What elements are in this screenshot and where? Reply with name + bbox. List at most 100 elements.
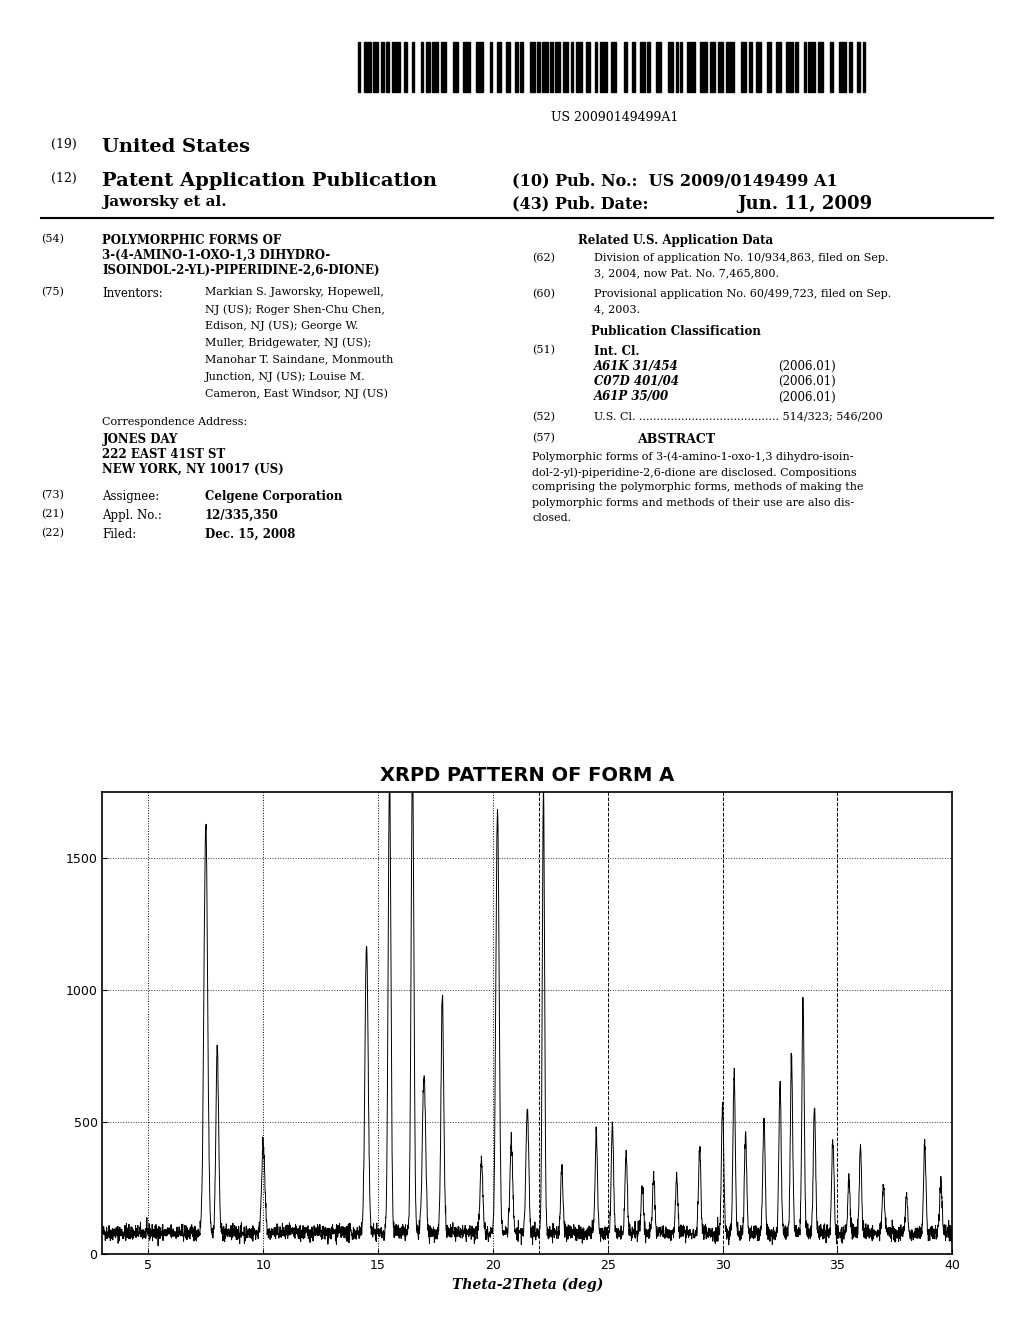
Text: 3-(4-AMINO-1-OXO-1,3 DIHYDRO-: 3-(4-AMINO-1-OXO-1,3 DIHYDRO-: [102, 248, 331, 261]
Bar: [403, 42, 407, 92]
Bar: [849, 42, 852, 92]
Bar: [530, 42, 536, 92]
Text: U.S. Cl. ........................................ 514/323; 546/200: U.S. Cl. ...............................…: [594, 412, 883, 422]
Text: (60): (60): [532, 289, 555, 300]
Text: (22): (22): [41, 528, 63, 539]
Bar: [857, 42, 860, 92]
Text: (10) Pub. No.:  US 2009/0149499 A1: (10) Pub. No.: US 2009/0149499 A1: [512, 172, 838, 189]
Bar: [839, 42, 846, 92]
Bar: [475, 42, 482, 92]
Text: ABSTRACT: ABSTRACT: [637, 433, 715, 446]
Bar: [543, 42, 548, 92]
Text: 4, 2003.: 4, 2003.: [594, 305, 640, 314]
Text: Inventors:: Inventors:: [102, 286, 163, 300]
Bar: [386, 42, 389, 92]
Text: comprising the polymorphic forms, methods of making the: comprising the polymorphic forms, method…: [532, 482, 864, 492]
Text: (52): (52): [532, 412, 555, 422]
Text: US 20090149499A1: US 20090149499A1: [551, 111, 678, 124]
Bar: [381, 42, 384, 92]
Bar: [412, 42, 414, 92]
Bar: [647, 42, 650, 92]
Bar: [364, 42, 371, 92]
Bar: [699, 42, 707, 92]
Text: (21): (21): [41, 510, 63, 520]
Text: United States: United States: [102, 137, 251, 156]
Text: Correspondence Address:: Correspondence Address:: [102, 417, 248, 428]
Bar: [571, 42, 573, 92]
Bar: [757, 42, 762, 92]
Bar: [808, 42, 815, 92]
Text: closed.: closed.: [532, 513, 571, 523]
Text: Jun. 11, 2009: Jun. 11, 2009: [737, 195, 872, 214]
Text: Filed:: Filed:: [102, 528, 136, 541]
Bar: [432, 42, 437, 92]
Bar: [507, 42, 510, 92]
Bar: [786, 42, 794, 92]
Bar: [740, 42, 746, 92]
Bar: [611, 42, 616, 92]
Bar: [577, 42, 582, 92]
Text: Provisional application No. 60/499,723, filed on Sep.: Provisional application No. 60/499,723, …: [594, 289, 891, 300]
Text: Manohar T. Saindane, Monmouth: Manohar T. Saindane, Monmouth: [205, 355, 393, 364]
Bar: [498, 42, 502, 92]
Text: NJ (US); Roger Shen-Chu Chen,: NJ (US); Roger Shen-Chu Chen,: [205, 304, 385, 314]
Bar: [421, 42, 423, 92]
Bar: [440, 42, 445, 92]
Text: (2006.01): (2006.01): [778, 375, 836, 388]
Text: NEW YORK, NY 10017 (US): NEW YORK, NY 10017 (US): [102, 463, 284, 477]
Text: (62): (62): [532, 252, 555, 263]
Bar: [358, 42, 360, 92]
Text: A61P 35/00: A61P 35/00: [594, 391, 669, 404]
Bar: [767, 42, 771, 92]
Bar: [655, 42, 660, 92]
Bar: [632, 42, 635, 92]
Text: Junction, NJ (US); Louise M.: Junction, NJ (US); Louise M.: [205, 371, 366, 381]
Text: Cameron, East Windsor, NJ (US): Cameron, East Windsor, NJ (US): [205, 388, 388, 399]
Bar: [710, 42, 715, 92]
Text: (2006.01): (2006.01): [778, 360, 836, 372]
Bar: [373, 42, 378, 92]
Text: A61K 31/454: A61K 31/454: [594, 360, 679, 372]
Text: (2006.01): (2006.01): [778, 391, 836, 404]
Bar: [392, 42, 399, 92]
Bar: [726, 42, 733, 92]
Text: (51): (51): [532, 345, 555, 355]
Bar: [804, 42, 806, 92]
Text: Muller, Bridgewater, NJ (US);: Muller, Bridgewater, NJ (US);: [205, 338, 371, 348]
Bar: [750, 42, 753, 92]
Bar: [600, 42, 607, 92]
Text: polymorphic forms and methods of their use are also dis-: polymorphic forms and methods of their u…: [532, 498, 855, 508]
Text: C07D 401/04: C07D 401/04: [594, 375, 679, 388]
Text: Jaworsky et al.: Jaworsky et al.: [102, 195, 227, 210]
Text: (19): (19): [51, 137, 77, 150]
Text: 3, 2004, now Pat. No. 7,465,800.: 3, 2004, now Pat. No. 7,465,800.: [594, 268, 779, 279]
Text: Int. Cl.: Int. Cl.: [594, 345, 639, 358]
Text: Edison, NJ (US); George W.: Edison, NJ (US); George W.: [205, 321, 358, 331]
Bar: [668, 42, 673, 92]
Text: (43) Pub. Date:: (43) Pub. Date:: [512, 195, 648, 213]
Text: Related U.S. Application Data: Related U.S. Application Data: [579, 234, 773, 247]
Bar: [687, 42, 694, 92]
Text: Celgene Corporation: Celgene Corporation: [205, 490, 342, 503]
Bar: [776, 42, 781, 92]
Text: dol-2-yl)-piperidine-2,6-dione are disclosed. Compositions: dol-2-yl)-piperidine-2,6-dione are discl…: [532, 467, 857, 478]
X-axis label: Theta-2Theta (deg): Theta-2Theta (deg): [452, 1278, 603, 1292]
Text: (54): (54): [41, 234, 63, 244]
Bar: [490, 42, 493, 92]
Bar: [555, 42, 560, 92]
Text: Assignee:: Assignee:: [102, 490, 160, 503]
Bar: [563, 42, 568, 92]
Bar: [640, 42, 645, 92]
Text: 222 EAST 41ST ST: 222 EAST 41ST ST: [102, 447, 225, 461]
Bar: [426, 42, 430, 92]
Text: (12): (12): [51, 172, 77, 185]
Bar: [830, 42, 834, 92]
Bar: [538, 42, 541, 92]
Text: Polymorphic forms of 3-(4-amino-1-oxo-1,3 dihydro-isoin-: Polymorphic forms of 3-(4-amino-1-oxo-1,…: [532, 451, 854, 462]
Bar: [586, 42, 590, 92]
Bar: [680, 42, 682, 92]
Bar: [463, 42, 470, 92]
Bar: [515, 42, 518, 92]
Bar: [863, 42, 865, 92]
Text: Dec. 15, 2008: Dec. 15, 2008: [205, 528, 295, 541]
